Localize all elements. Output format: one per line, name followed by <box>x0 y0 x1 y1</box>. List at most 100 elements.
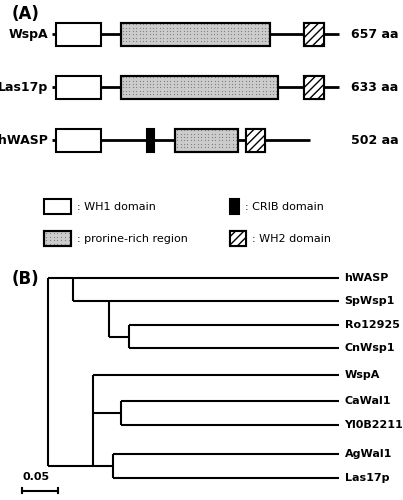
Point <box>157 30 163 38</box>
Point <box>270 84 276 92</box>
Point <box>256 84 262 92</box>
Point <box>187 24 193 32</box>
Point <box>150 90 157 98</box>
Point <box>164 27 170 35</box>
Point <box>150 38 156 46</box>
Point <box>263 87 269 95</box>
Point <box>126 27 133 35</box>
Point <box>136 34 143 42</box>
Point <box>126 24 133 32</box>
Point <box>126 87 133 95</box>
Point <box>164 24 170 32</box>
Point <box>130 76 136 84</box>
Point <box>219 136 225 144</box>
Point <box>205 126 212 134</box>
Point <box>253 90 259 98</box>
Point <box>215 90 222 98</box>
Point <box>245 27 251 35</box>
Point <box>208 40 214 48</box>
Point <box>202 144 208 152</box>
Bar <box>44 200 71 214</box>
Point <box>153 24 160 32</box>
Point <box>119 76 126 84</box>
Point <box>133 27 139 35</box>
Point <box>136 40 143 48</box>
Point <box>241 20 248 28</box>
Point <box>202 94 208 102</box>
Point <box>184 40 190 48</box>
Point <box>153 30 160 38</box>
Point <box>177 73 184 81</box>
Point <box>146 27 153 35</box>
Point <box>212 94 218 102</box>
Point <box>181 80 187 88</box>
Point <box>215 87 222 95</box>
Point <box>170 80 177 88</box>
Point <box>137 80 143 88</box>
Point <box>160 27 166 35</box>
Point <box>270 94 276 102</box>
Point <box>181 130 187 138</box>
Point <box>140 40 146 48</box>
Point <box>229 126 236 134</box>
Point <box>119 20 126 28</box>
Point <box>229 146 236 154</box>
Point <box>224 30 231 38</box>
Point <box>211 40 217 48</box>
Point <box>253 94 259 102</box>
Point <box>222 90 229 98</box>
Point <box>222 140 229 148</box>
Point <box>194 40 200 48</box>
Point <box>262 34 268 42</box>
Point <box>245 40 251 48</box>
Point <box>170 90 177 98</box>
Point <box>226 146 232 154</box>
Point <box>170 87 177 95</box>
Point <box>222 144 229 152</box>
Point <box>126 73 133 81</box>
Point <box>167 27 173 35</box>
Point <box>187 27 193 35</box>
Point <box>212 140 218 148</box>
Point <box>130 84 136 92</box>
Point <box>260 84 266 92</box>
Point <box>181 40 187 48</box>
Point <box>197 38 204 46</box>
Point <box>123 20 129 28</box>
Point <box>140 87 146 95</box>
Point <box>164 80 170 88</box>
Point <box>147 94 153 102</box>
Text: Las17p: Las17p <box>0 81 48 94</box>
Point <box>140 38 146 46</box>
Point <box>235 73 242 81</box>
Point <box>208 130 215 138</box>
Point <box>197 30 204 38</box>
Point <box>160 34 166 42</box>
Point <box>130 73 136 81</box>
Point <box>164 20 170 28</box>
Point <box>119 38 126 46</box>
Point <box>195 73 201 81</box>
Point <box>248 20 255 28</box>
Point <box>239 87 245 95</box>
Point <box>154 73 160 81</box>
Point <box>249 94 256 102</box>
Point <box>184 38 190 46</box>
Point <box>258 40 265 48</box>
Point <box>147 87 153 95</box>
Point <box>212 136 218 144</box>
Point <box>222 136 229 144</box>
Point <box>170 76 177 84</box>
Point <box>222 146 229 154</box>
Point <box>184 133 191 141</box>
Point <box>221 30 227 38</box>
Point <box>211 20 217 28</box>
Point <box>266 84 273 92</box>
Point <box>238 24 245 32</box>
Point <box>181 146 187 154</box>
Bar <box>230 231 246 246</box>
Point <box>153 27 160 35</box>
Point <box>160 87 167 95</box>
Point <box>181 140 187 148</box>
Point <box>154 80 160 88</box>
